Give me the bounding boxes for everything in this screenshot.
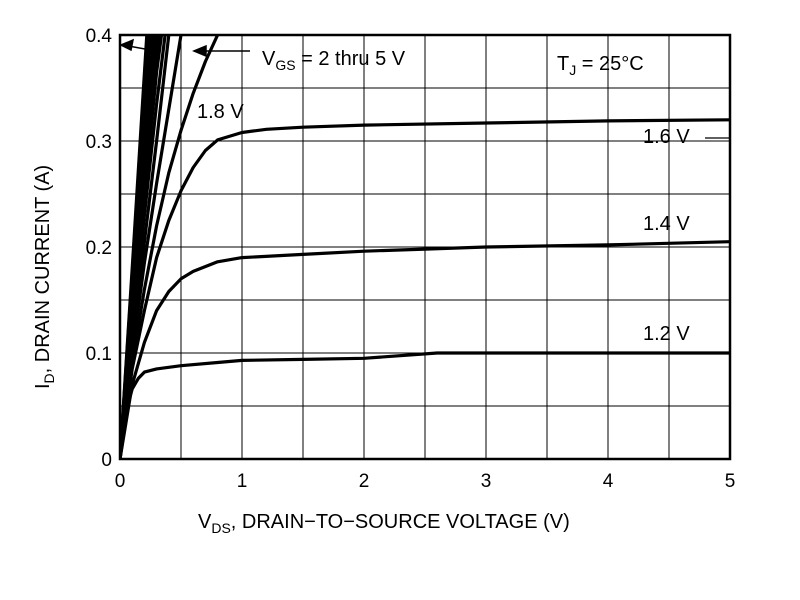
series-label-1-4v: 1.4 V xyxy=(643,213,690,235)
x-tick-label: 5 xyxy=(725,471,736,492)
arrow-left-head xyxy=(119,38,135,52)
x-tick-label: 2 xyxy=(359,471,370,492)
series-label-1-8v: 1.8 V xyxy=(197,101,244,123)
annotation-temperature-rest: = 25°C xyxy=(576,53,643,75)
y-axis-title: ID, DRAIN CURRENT (A) xyxy=(32,165,57,389)
y-axis-title-sub: D xyxy=(41,373,57,383)
x-tick-label: 3 xyxy=(481,471,492,492)
x-tick-label: 4 xyxy=(603,471,614,492)
x-tick-label: 0 xyxy=(115,471,126,492)
annotation-temperature-main: T xyxy=(557,53,569,75)
y-tick-label: 0 xyxy=(101,450,112,471)
series-line-2 xyxy=(120,118,730,459)
annotation-vgs-sub: GS xyxy=(275,57,295,73)
x-axis-title-sub: DS xyxy=(211,520,230,536)
annotation-arrows xyxy=(119,38,250,58)
series-line-0 xyxy=(120,351,730,459)
x-axis-title-main: V xyxy=(198,511,212,533)
y-axis-title-rest: , DRAIN CURRENT (A) xyxy=(32,165,54,374)
annotation-vgs: VGS = 2 thru 5 V xyxy=(262,48,406,73)
series-label-1-6v: 1.6 V xyxy=(643,126,690,148)
x-axis-title-rest: , DRAIN−TO−SOURCE VOLTAGE (V) xyxy=(231,511,570,533)
y-tick-label: 0.2 xyxy=(86,238,112,259)
annotation-temperature: TJ = 25°C xyxy=(557,53,644,78)
x-axis-title: VDS, DRAIN−TO−SOURCE VOLTAGE (V) xyxy=(198,511,570,536)
annotation-vgs-rest: = 2 thru 5 V xyxy=(296,48,406,70)
tick-labels: 0 1 2 3 4 5 0 0.1 0.2 0.3 0.4 xyxy=(86,26,736,492)
annotation-vgs-main: V xyxy=(262,48,276,70)
curves xyxy=(120,35,730,459)
x-tick-label: 1 xyxy=(237,471,248,492)
y-tick-label: 0.3 xyxy=(86,132,112,153)
annotation-temperature-sub: J xyxy=(569,62,576,78)
grid xyxy=(120,35,730,459)
y-tick-label: 0.1 xyxy=(86,344,112,365)
y-tick-label: 0.4 xyxy=(86,26,113,47)
arrow-right-head xyxy=(192,44,207,58)
y-axis-title-main: I xyxy=(32,383,54,389)
series-line-1 xyxy=(120,240,730,459)
series-line-3 xyxy=(120,35,220,459)
series-label-1-2v: 1.2 V xyxy=(643,323,690,345)
series-line-16 xyxy=(120,35,149,459)
plot-frame xyxy=(118,33,732,461)
